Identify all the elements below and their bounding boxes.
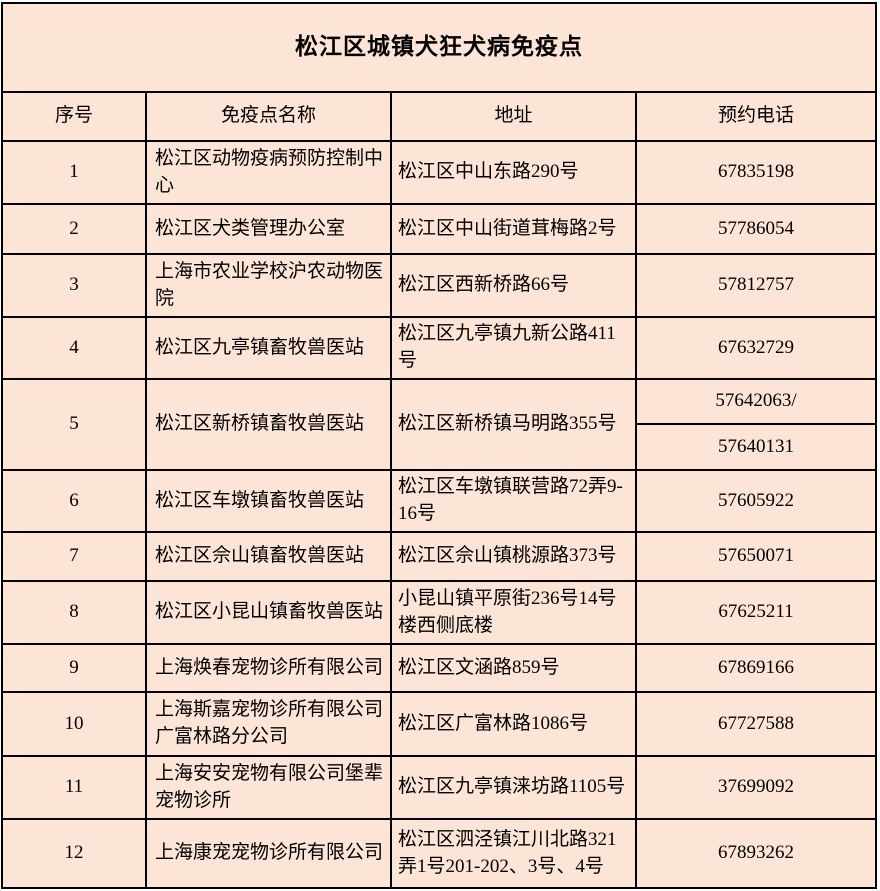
- row-number-cell: 1: [1, 140, 147, 205]
- table-row: 7 松江区佘山镇畜牧兽医站 松江区佘山镇桃源路373号 57650071: [1, 531, 877, 582]
- address-cell: 松江区广富林路1086号: [390, 691, 637, 757]
- site-name-cell: 松江区犬类管理办公室: [145, 203, 392, 255]
- table-body: 1 松江区动物疫病预防控制中心 松江区中山东路290号 67835198 2 松江区犬类管…: [1, 140, 877, 889]
- phone-cell: 57786054: [635, 203, 877, 255]
- site-name-cell: 上海焕春宠物诊所有限公司: [145, 643, 392, 693]
- address-cell: 松江区九亭镇涞坊路1105号: [390, 755, 637, 820]
- site-name-cell: 松江区小昆山镇畜牧兽医站: [145, 580, 392, 645]
- table-row: 5 松江区新桥镇畜牧兽医站 松江区新桥镇马明路355号 57642063/576401…: [1, 378, 877, 471]
- phone-cell: 67632729: [635, 316, 877, 380]
- phone-cell: 67869166: [635, 643, 877, 693]
- row-number-cell: 4: [1, 316, 147, 380]
- row-number-cell: 9: [1, 643, 147, 693]
- table-row: 3 上海市农业学校沪农动物医院 松江区西新桥路66号 57812757: [1, 253, 877, 318]
- header-phone: 预约电话: [635, 91, 877, 142]
- site-name-cell: 上海康宠宠物诊所有限公司: [145, 818, 392, 889]
- site-name-cell: 松江区动物疫病预防控制中心: [145, 140, 392, 205]
- site-name-cell: 松江区九亭镇畜牧兽医站: [145, 316, 392, 380]
- table-row: 11 上海安安宠物有限公司堡辈宠物诊所 松江区九亭镇涞坊路1105号 37699092: [1, 755, 877, 820]
- phone-cell: 57605922: [635, 469, 877, 533]
- phone-cell: 57642063/57640131: [635, 378, 877, 471]
- title-row: 松江区城镇犬狂犬病免疫点: [1, 2, 877, 93]
- table-row: 10 上海斯嘉宠物诊所有限公司广富林路分公司 松江区广富林路1086号 6772758…: [1, 691, 877, 757]
- site-name-cell: 松江区佘山镇畜牧兽医站: [145, 531, 392, 582]
- row-number-cell: 2: [1, 203, 147, 255]
- site-name-cell: 松江区车墩镇畜牧兽医站: [145, 469, 392, 533]
- address-cell: 松江区九亭镇九新公路411号: [390, 316, 637, 380]
- page-title: 松江区城镇犬狂犬病免疫点: [1, 2, 877, 93]
- phone-cell: 57650071: [635, 531, 877, 582]
- table-row: 2 松江区犬类管理办公室 松江区中山街道茸梅路2号 57786054: [1, 203, 877, 255]
- address-cell: 松江区中山东路290号: [390, 140, 637, 205]
- row-number-cell: 5: [1, 378, 147, 471]
- header-serial-number: 序号: [1, 91, 147, 142]
- site-name-cell: 上海市农业学校沪农动物医院: [145, 253, 392, 318]
- row-number-cell: 6: [1, 469, 147, 533]
- phone-cell: 37699092: [635, 755, 877, 820]
- site-name-cell: 松江区新桥镇畜牧兽医站: [145, 378, 392, 471]
- row-number-cell: 12: [1, 818, 147, 889]
- address-cell: 松江区中山街道茸梅路2号: [390, 203, 637, 255]
- header-row: 序号 免疫点名称 地址 预约电话: [1, 91, 877, 142]
- row-number-cell: 8: [1, 580, 147, 645]
- row-number-cell: 11: [1, 755, 147, 820]
- table-row: 6 松江区车墩镇畜牧兽医站 松江区车墩镇联营路72弄9-16号 57605922: [1, 469, 877, 533]
- phone-cell: 57812757: [635, 253, 877, 318]
- phone-cell: 67893262: [635, 818, 877, 889]
- phone-cell: 67625211: [635, 580, 877, 645]
- site-name-cell: 上海安安宠物有限公司堡辈宠物诊所: [145, 755, 392, 820]
- table-row: 1 松江区动物疫病预防控制中心 松江区中山东路290号 67835198: [1, 140, 877, 205]
- address-cell: 松江区车墩镇联营路72弄9-16号: [390, 469, 637, 533]
- address-cell: 松江区文涵路859号: [390, 643, 637, 693]
- phone-number: 57642063/: [715, 390, 797, 412]
- table-row: 4 松江区九亭镇畜牧兽医站 松江区九亭镇九新公路411号 67632729: [1, 316, 877, 380]
- header-address: 地址: [390, 91, 637, 142]
- table-row: 9 上海焕春宠物诊所有限公司 松江区文涵路859号 67869166: [1, 643, 877, 693]
- address-cell: 松江区西新桥路66号: [390, 253, 637, 318]
- phone-cell: 67727588: [635, 691, 877, 757]
- phone-cell: 67835198: [635, 140, 877, 205]
- row-number-cell: 7: [1, 531, 147, 582]
- header-site-name: 免疫点名称: [145, 91, 392, 142]
- row-number-cell: 3: [1, 253, 147, 318]
- table-row: 8 松江区小昆山镇畜牧兽医站 小昆山镇平原街236号14号楼西侧底楼 67625211: [1, 580, 877, 645]
- address-cell: 松江区新桥镇马明路355号: [390, 378, 637, 471]
- address-cell: 松江区佘山镇桃源路373号: [390, 531, 637, 582]
- table-row: 12 上海康宠宠物诊所有限公司 松江区泗泾镇江川北路321弄1号201-202、3号…: [1, 818, 877, 889]
- address-cell: 小昆山镇平原街236号14号楼西侧底楼: [390, 580, 637, 645]
- address-cell: 松江区泗泾镇江川北路321弄1号201-202、3号、4号: [390, 818, 637, 889]
- phone-number: 57640131: [638, 423, 874, 468]
- row-number-cell: 10: [1, 691, 147, 757]
- site-name-cell: 上海斯嘉宠物诊所有限公司广富林路分公司: [145, 691, 392, 757]
